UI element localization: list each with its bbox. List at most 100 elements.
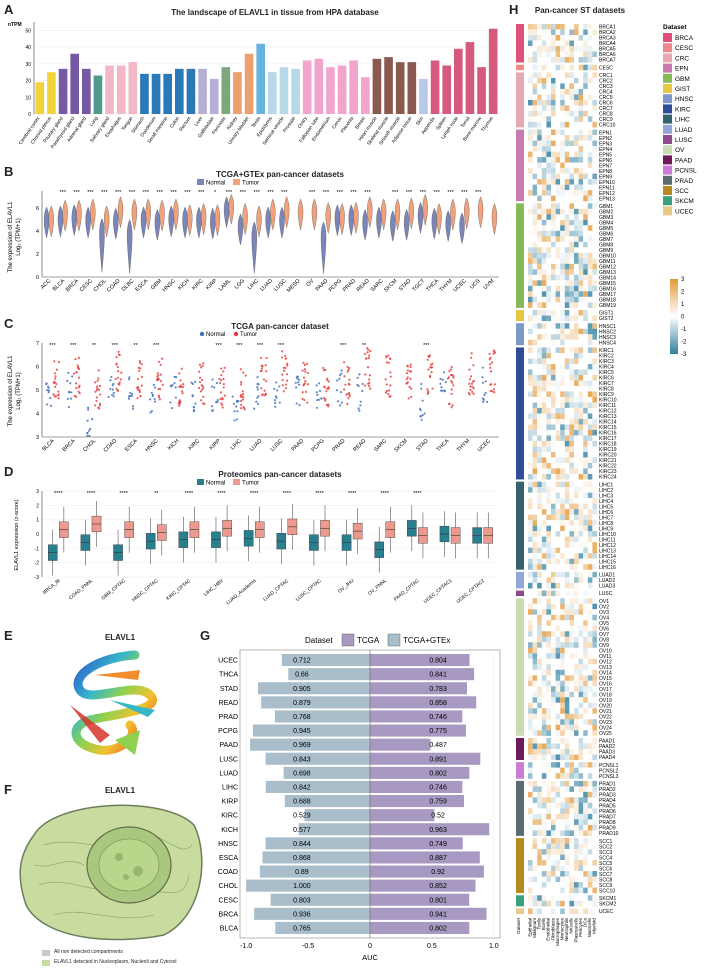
row-label: GBM17 (599, 292, 616, 298)
y-tick-label: 10 (25, 95, 31, 101)
legend-label-PAAD: PAAD (675, 157, 693, 164)
y-tick-label: 40 (25, 45, 31, 51)
column-label: Plasmacells (573, 917, 578, 942)
violin-tumor-THCA (436, 203, 442, 235)
y-tick-label: 0 (36, 275, 39, 281)
bar-20 (268, 72, 277, 114)
legend-gtex: TCGA+GTEx (403, 636, 450, 645)
x-tick-label: LUAD (249, 438, 264, 453)
row-label: OV14 (599, 670, 612, 676)
bar-32 (407, 62, 417, 114)
x-tick-label: LUSC_CPTAC (295, 578, 323, 603)
panel-label-d: D (4, 464, 14, 479)
row-label: LUAD1 (599, 573, 615, 579)
points-THYM (467, 352, 476, 396)
x-tick-label: Colon (169, 115, 181, 129)
x-tick-label: UCEC (453, 278, 468, 293)
sig-label: *** (153, 343, 160, 349)
row-label: BRCA2 (599, 30, 616, 36)
panel-label-c: C (4, 316, 14, 331)
x-tick-label: THCA (425, 278, 440, 293)
bar-15 (209, 78, 219, 114)
violin-normal-CESC (85, 206, 91, 239)
x-tick-label: UCEC (477, 438, 492, 453)
y-tick-label: 50 (25, 28, 31, 34)
sig-label: *** (215, 343, 222, 349)
x-tick-label: -0.5 (302, 943, 314, 950)
bar-26 (337, 65, 347, 114)
value-label-gtex: 0.843 (293, 756, 311, 763)
legend-label-PRAD: PRAD (675, 178, 693, 185)
value-label-tcga: 0.801 (429, 897, 447, 904)
violin-tumor-PRAD (353, 202, 359, 234)
bar-8 (128, 62, 138, 114)
violin-normal-TGCT (417, 202, 424, 234)
violin-tumor-MESO (297, 198, 304, 231)
x-tick-label: 0 (368, 943, 372, 950)
legend-label-HNSC: HNSC (675, 96, 694, 103)
legend-label-GIST: GIST (675, 86, 690, 93)
bar-tcga-BLCA (370, 921, 470, 934)
panel-label-f: F (4, 782, 12, 797)
sig-label: *** (157, 190, 164, 196)
heatmap-block-SCC (528, 838, 597, 894)
violin-tumor-LUAD (270, 198, 276, 231)
panel-label-g: G (200, 628, 211, 643)
sig-label: *** (337, 190, 344, 196)
bar-19 (256, 43, 265, 114)
row-label: CRC7 (599, 106, 613, 112)
value-label-tcga: 0.891 (429, 756, 447, 763)
cell-localization-image (19, 804, 203, 941)
bar-1 (47, 72, 56, 114)
column-label: Pericytes (578, 917, 583, 937)
value-label-gtex: 0.712 (293, 658, 311, 665)
x-tick-label: Rectum (178, 116, 192, 133)
points-PCPG (315, 366, 331, 409)
value-label-gtex: 0.529 (293, 813, 311, 820)
row-label: SCC3 (599, 850, 613, 856)
legend-label-BRCA: BRCA (675, 35, 694, 42)
violin-tumor-BRCA (76, 199, 82, 232)
x-tick-label: ACC (40, 278, 52, 290)
y-tick-label: 0 (28, 112, 31, 118)
row-label: OV7 (599, 632, 609, 638)
x-tick-label: KICH (177, 278, 191, 292)
violin-normal-LUAD (265, 206, 271, 239)
sig-label: **** (348, 491, 357, 497)
bar-tcga-LUAD (370, 766, 470, 779)
points-KIRP (210, 366, 226, 412)
heatmap-block-PRAD (528, 780, 597, 836)
value-label-tcga: 0.804 (429, 658, 447, 665)
row-label: GBM6 (599, 231, 613, 237)
x-tick-label: 1.0 (489, 943, 499, 950)
sig-label: **** (185, 491, 194, 497)
legend-normal-swatch (197, 479, 204, 485)
dataset-annotation-PRAD (516, 780, 524, 836)
dataset-annotation-CESC (516, 64, 524, 71)
bar-gtex-COAD (259, 865, 370, 878)
row-label: SCC7 (599, 872, 613, 878)
color-scale-tick: 1 (681, 302, 685, 308)
sig-label: *** (60, 190, 67, 196)
x-tick-label: THCA (436, 438, 451, 453)
heatmap-block-BRCA (528, 24, 597, 63)
sig-label: *** (253, 190, 260, 196)
legend-label-PCNSL: PCNSL (675, 168, 697, 175)
sig-label: *** (461, 190, 468, 196)
violin-normal-SARC (376, 206, 382, 239)
x-tick-label: KIRP (205, 278, 219, 292)
row-label: KIRC7 (599, 381, 614, 387)
row-label: GBM13 (599, 270, 616, 276)
legend-swatch-detected (42, 960, 50, 966)
x-tick-label: SARC (370, 278, 385, 293)
heatmap-block-UCEC (528, 908, 597, 915)
sig-label: *** (278, 343, 285, 349)
bar-tcga-HNSC (370, 837, 463, 850)
value-label-tcga: 0.887 (429, 855, 447, 862)
color-scale-tick: -3 (681, 352, 687, 358)
legend-normal: Normal (206, 481, 225, 487)
y-tick-label: READ (219, 700, 238, 707)
row-label: CESC (599, 65, 613, 71)
bar-24 (314, 58, 324, 114)
row-label: PCNSL2 (599, 768, 619, 774)
